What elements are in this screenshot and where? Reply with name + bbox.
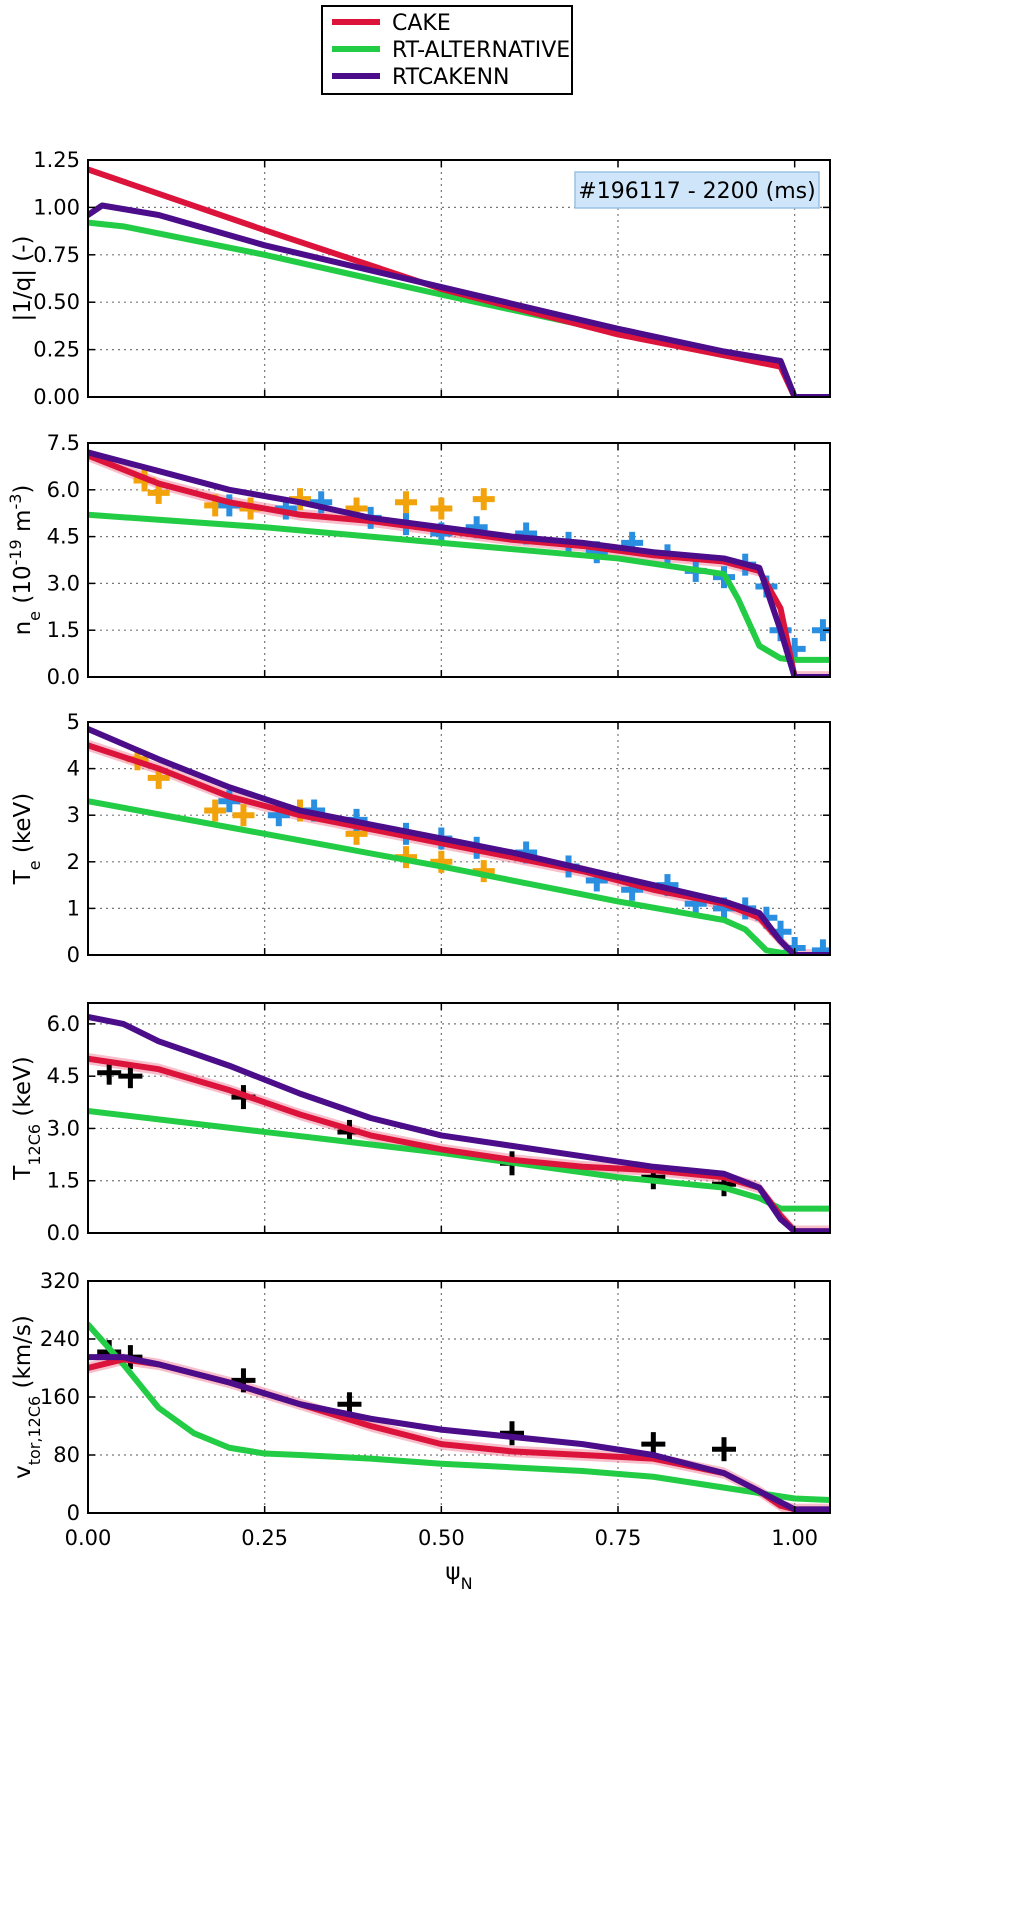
y-tick-label: 5 [67,710,80,734]
panel-q: 0.00 0.25 0.50 0.75 1.00 1.25 |1/q| (-) #196117… [10,148,831,409]
data-point [811,939,830,955]
series-line-rt-alternative [88,1108,830,1212]
y-tick-label: 4 [67,757,80,781]
series-line-rt-alternative [88,798,830,955]
series-line-rtcakenn [88,449,830,677]
series-line-rtcakenn [88,202,830,397]
y-tick-label: 0.0 [47,1221,80,1245]
annotation-text: #196117 - 2200 (ms) [578,179,815,204]
y-tick-label: 6.0 [47,1012,80,1036]
y-tick-label: 0.75 [33,243,80,267]
cake-uncertainty-band [88,449,830,677]
axes-frame [87,1002,831,1234]
y-tick-label: 1.00 [33,195,80,219]
legend-label-rtcakenn: RTCAKENN [392,65,510,90]
x-tick-label: 1.00 [771,1526,818,1550]
y-axis-label: Te (keV) [10,793,44,886]
plot-area [88,1321,830,1513]
y-tick-label: 240 [40,1327,80,1351]
y-tick-label: 4.5 [47,525,80,549]
y-axis-label: ne (10-19 m-3) [6,485,44,636]
y-tick-label: 320 [40,1269,80,1293]
data-point [472,488,495,511]
axes-frame [87,159,831,398]
y-tick-label: 0 [67,943,80,967]
y-axis-label: T12C6 (keV) [10,1056,44,1180]
data-point [118,1064,143,1089]
plot-area [88,166,830,397]
series-line-cake [88,452,830,677]
x-tick-label: 0.50 [418,1526,465,1550]
y-tick-label: 1 [67,896,80,920]
y-tick-label: 0.0 [47,665,80,689]
data-point [712,1437,736,1462]
panel-ne: 0.0 1.5 3.0 4.5 6.0 7.5 ne (10-19 m-3) [6,431,831,689]
y-tick-label: 3.0 [47,1116,80,1140]
y-tick-label: 4.5 [47,1064,80,1088]
legend-label-rt-alternative: RT-ALTERNATIVE [392,38,570,63]
y-tick-label: 0.25 [33,338,80,362]
y-tick-label: 1.5 [47,618,80,642]
y-tick-label: 7.5 [47,431,80,455]
plot-area [88,725,830,955]
data-point [395,491,417,514]
data-point [232,804,255,827]
y-tick-label: 0 [67,1501,80,1525]
series-line-rtcakenn [88,1354,830,1513]
panel-Te: 0 1 2 3 4 5 Te (keV) [10,710,831,967]
y-tick-label: 3.0 [47,571,80,595]
x-tick-label: 0.00 [65,1526,112,1550]
y-axis-label: |1/q| (-) [10,235,36,321]
y-tick-label: 0.00 [33,385,80,409]
data-point [811,619,830,642]
data-point [430,497,453,520]
y-tick-label: 6.0 [47,478,80,502]
x-axis-label: ψN [445,1559,472,1593]
data-point [204,799,227,822]
y-tick-label: 2 [67,850,80,874]
plot-area [88,1013,830,1233]
y-tick-label: 0.50 [33,290,80,314]
y-axis-label: vtor,12C6 (km/s) [10,1315,44,1479]
y-tick-label: 160 [40,1385,80,1409]
x-tick-label: 0.25 [241,1526,288,1550]
annotation-box [574,171,820,209]
axes-frame [87,442,831,678]
panel-vtor: 0 80 160 240 320 vtor,12C6 (km/s) 0.00 0.25 0.50… [10,1269,831,1593]
x-tick-label: 0.75 [595,1526,642,1550]
y-tick-label: 1.5 [47,1169,80,1193]
y-tick-label: 80 [53,1443,80,1467]
shot-annotation: #196117 - 2200 (ms) [574,171,820,209]
series-line-rt-alternative [88,219,830,397]
y-tick-label: 1.25 [33,148,80,172]
series-line-rtcakenn [88,725,830,955]
series-line-rt-alternative [88,1321,830,1503]
y-tick-label: 3 [67,803,80,827]
axes-frame [87,721,831,956]
series-line-rtcakenn [88,1013,830,1233]
legend-label-cake: CAKE [392,11,451,36]
plot-area [88,449,830,677]
